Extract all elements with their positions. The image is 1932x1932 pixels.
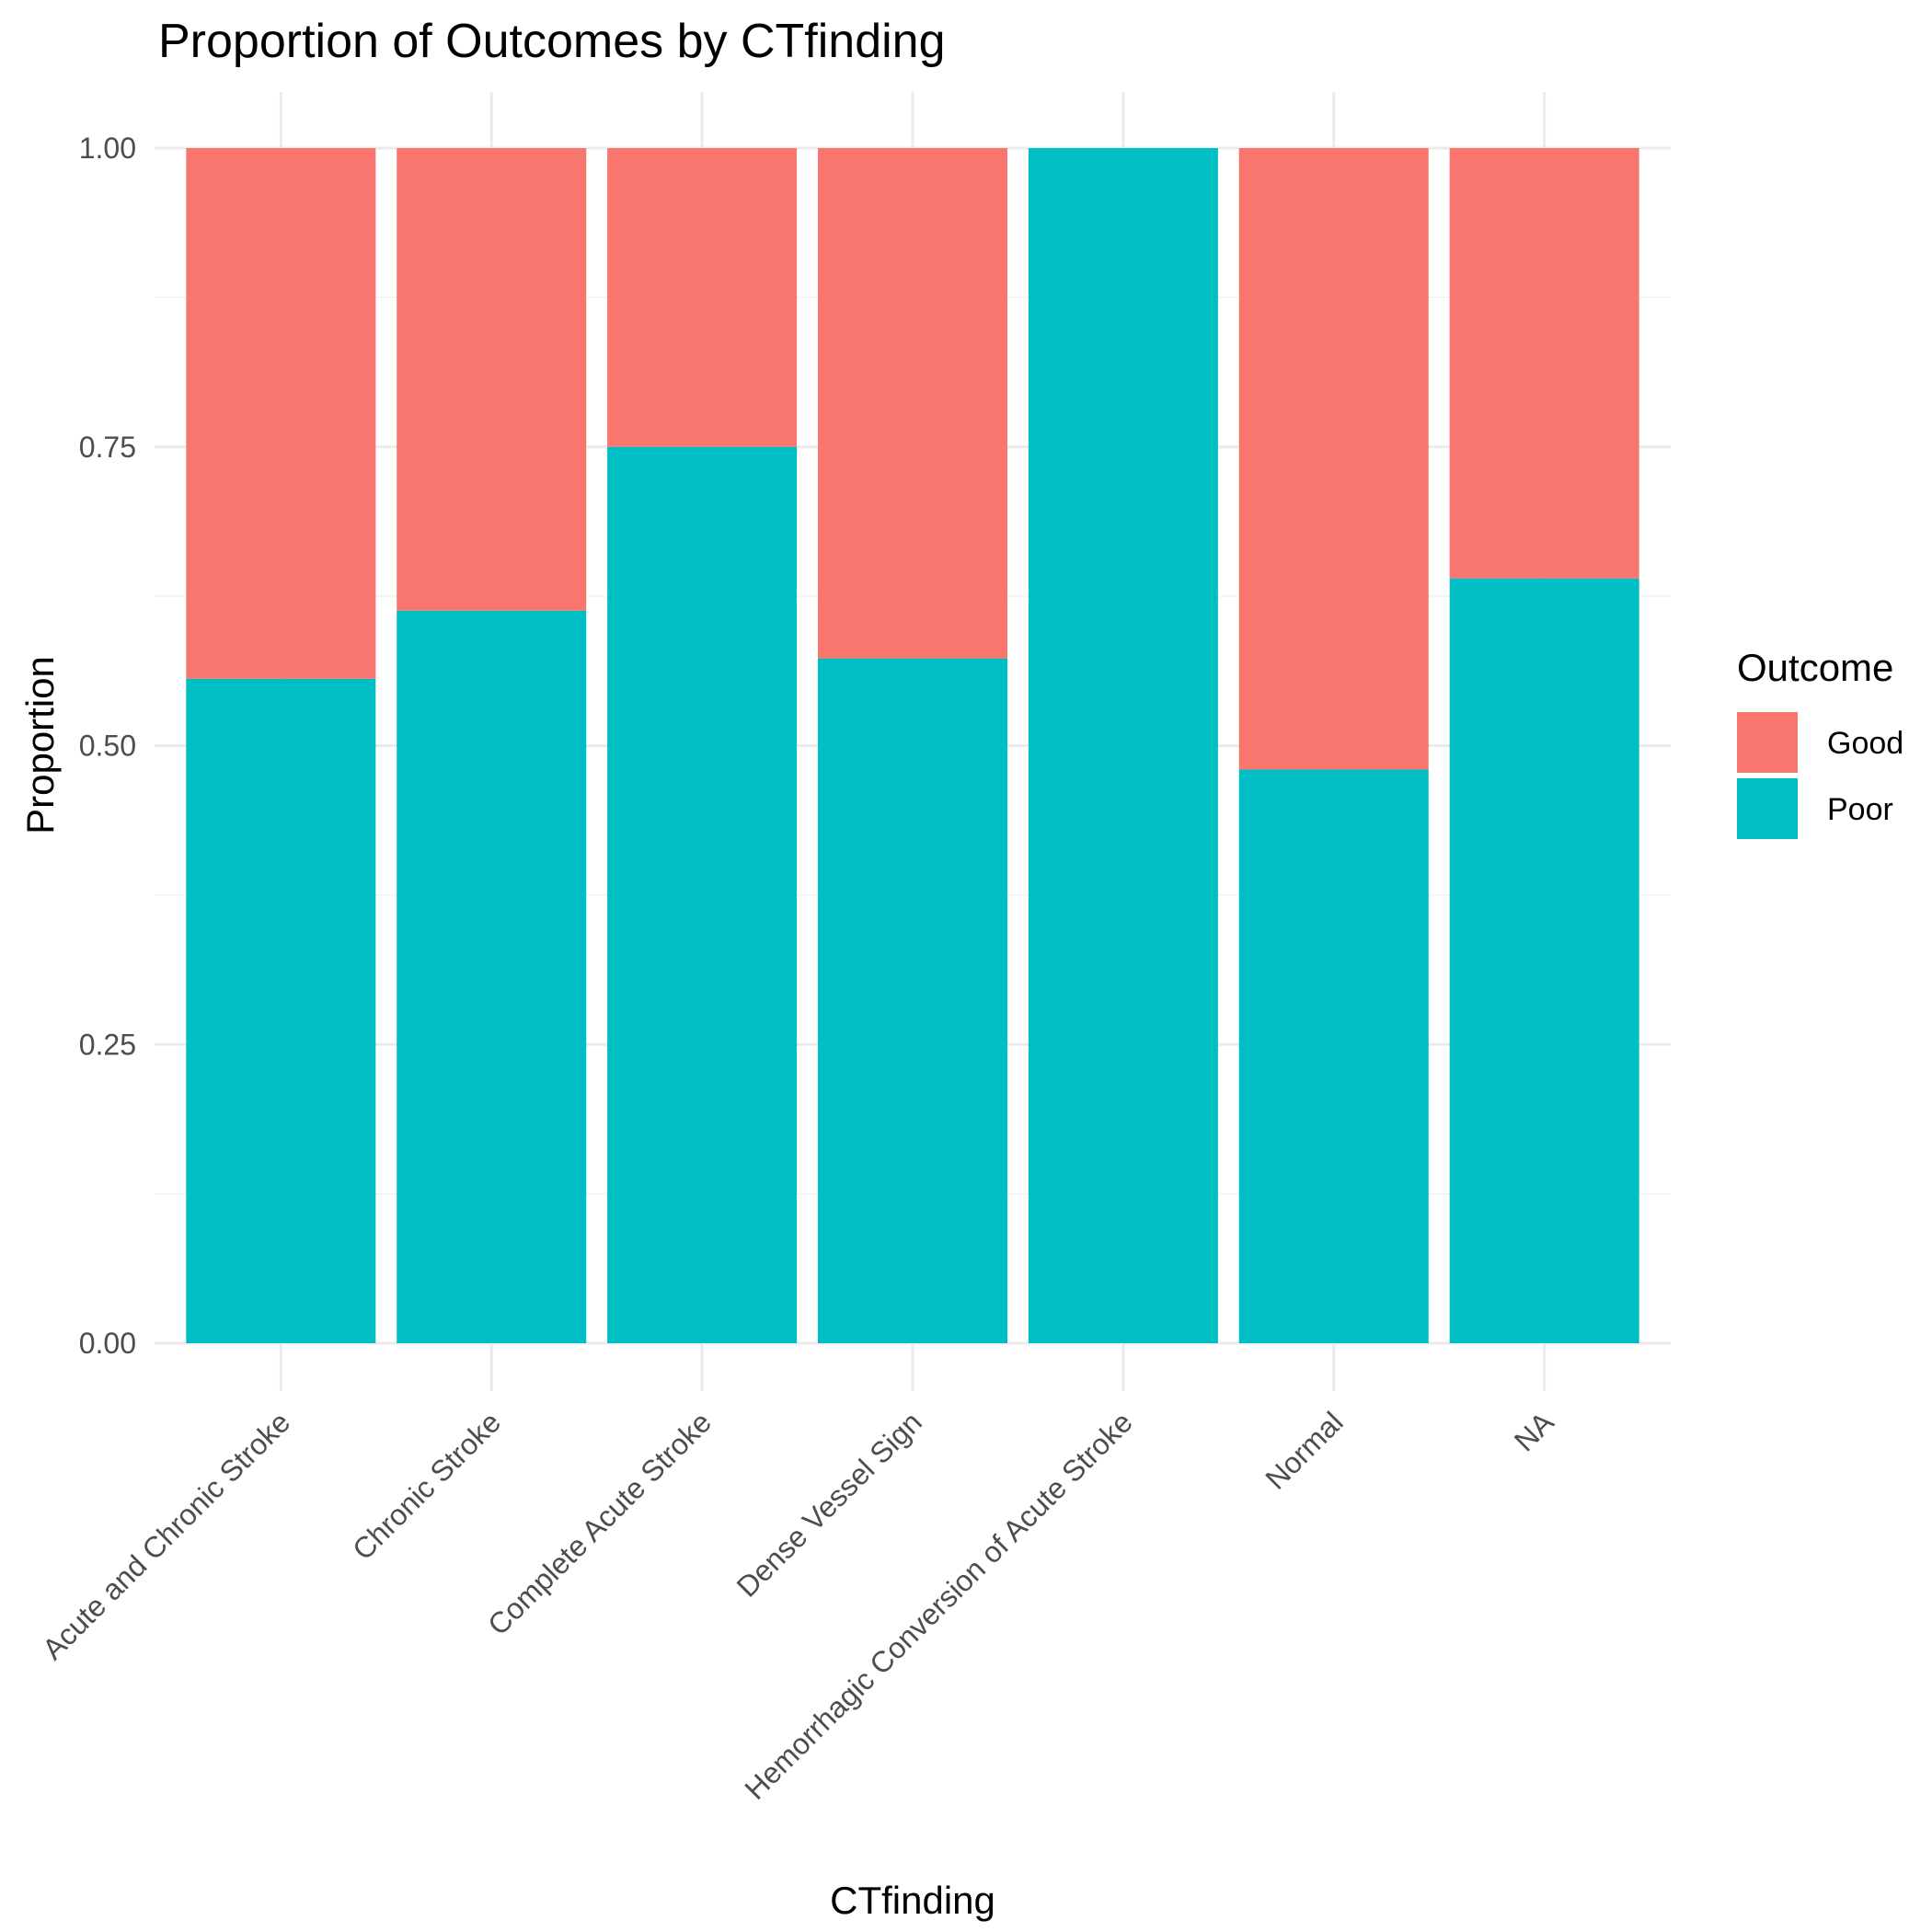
y-tick-label: 0.75	[79, 431, 136, 464]
legend-swatch-good	[1737, 712, 1798, 773]
y-tick-labels: 0.00 0.25 0.50 0.75 1.00	[79, 132, 136, 1360]
bar-good	[1449, 148, 1639, 579]
bar-good	[397, 148, 587, 611]
y-tick-label: 0.00	[79, 1327, 136, 1360]
bar-poor	[1238, 769, 1429, 1343]
bar-good	[1238, 148, 1429, 770]
legend-swatch-poor	[1737, 778, 1798, 839]
x-tick-label: NA	[1508, 1405, 1560, 1457]
y-tick-label: 1.00	[79, 132, 136, 165]
legend-items: Good Poor	[1737, 712, 1903, 839]
bars	[186, 148, 1639, 1343]
x-tick-label: Acute and Chronic Stroke	[36, 1405, 296, 1665]
bar-poor	[186, 678, 376, 1343]
bar-poor	[1449, 578, 1639, 1343]
bar-poor	[607, 446, 798, 1343]
x-tick-label: Dense Vessel Sign	[730, 1405, 928, 1603]
x-tick-labels: Acute and Chronic Stroke Chronic StrokeCo…	[36, 1405, 1560, 1806]
bar-poor	[1028, 148, 1218, 1343]
x-tick-label: Complete Acute Stroke	[481, 1405, 718, 1641]
legend-label-poor: Poor	[1827, 792, 1893, 827]
y-tick-label: 0.50	[79, 730, 136, 763]
bar-poor	[818, 658, 1007, 1343]
y-axis-title: Proportion	[18, 656, 62, 834]
x-tick-label: Chronic Stroke	[346, 1405, 507, 1566]
y-tick-label: 0.25	[79, 1028, 136, 1061]
chart-title: Proportion of Outcomes by CTfinding	[158, 15, 946, 68]
bar-good	[186, 148, 376, 679]
bar-good	[607, 148, 798, 447]
x-axis-title: CTfinding	[830, 1879, 995, 1922]
legend: Outcome Good Poor	[1737, 646, 1903, 839]
legend-label-good: Good	[1827, 726, 1903, 761]
legend-title: Outcome	[1737, 646, 1893, 689]
x-tick-label: Normal	[1259, 1405, 1349, 1495]
bar-poor	[397, 610, 587, 1343]
x-tick-label: Hemorrhagic Conversion of Acute Stroke	[738, 1405, 1138, 1805]
bar-good	[818, 148, 1007, 659]
